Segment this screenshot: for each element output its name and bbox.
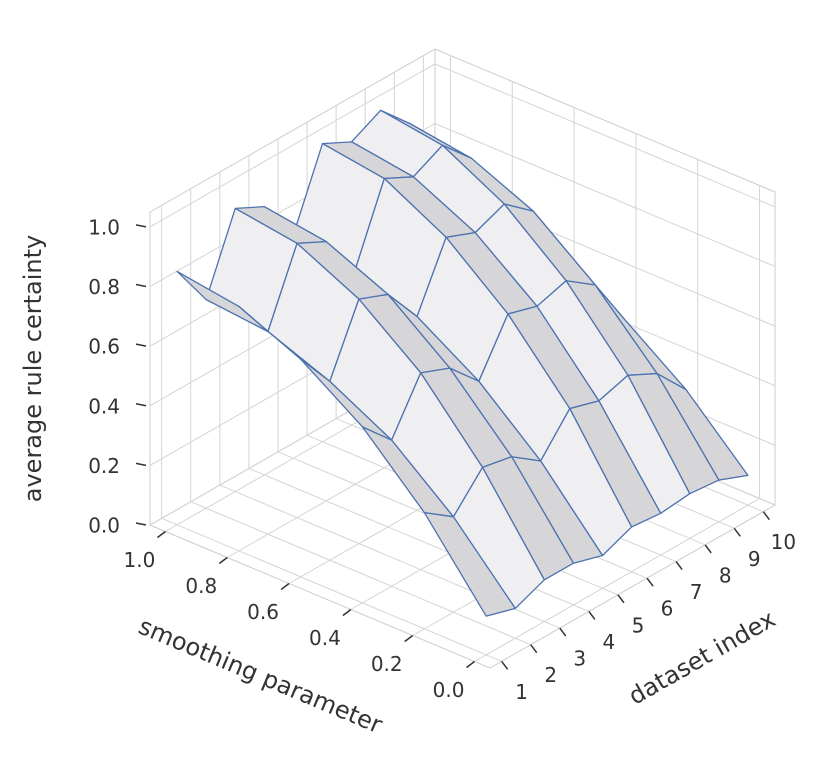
y-tick-label: 1.0 (124, 548, 156, 572)
x-tick-label: 1 (515, 680, 528, 704)
z-tick-label: 0.2 (88, 454, 120, 478)
grid-line (474, 498, 760, 662)
x-tick-label: 7 (690, 580, 703, 604)
y-tick (466, 660, 475, 669)
x-tick (501, 660, 509, 670)
y-tick-label: 0.4 (309, 626, 341, 650)
z-tick-label: 1.0 (88, 215, 120, 239)
x-tick-label: 5 (632, 613, 645, 637)
y-tick-label: 0.6 (247, 600, 279, 624)
grid-line (161, 517, 502, 662)
y-tick-label: 0.8 (185, 574, 217, 598)
y-tick (157, 530, 166, 539)
x-tick (762, 511, 770, 521)
x-tick (530, 644, 538, 654)
z-tick-label: 0.0 (88, 514, 120, 538)
z-tick (135, 462, 147, 467)
grid-line (434, 123, 776, 267)
z-tick-label: 0.4 (88, 394, 120, 418)
y-tick (342, 608, 352, 617)
x-tick-label: 4 (603, 630, 616, 654)
y-axis-label: smoothing parameter (135, 612, 387, 739)
z-tick-label: 0.8 (88, 275, 120, 299)
grid-line (190, 501, 531, 646)
y-tick (218, 556, 228, 565)
y-tick-label: 0.2 (371, 652, 403, 676)
z-tick (135, 283, 147, 288)
surface-patch (423, 511, 516, 617)
x-tick-label: 9 (748, 547, 761, 571)
x-tick-label: 8 (719, 563, 732, 587)
x-tick (617, 594, 625, 604)
z-tick (135, 224, 147, 228)
x-tick (559, 627, 567, 637)
z-tick-label: 0.6 (88, 335, 120, 359)
x-tick (646, 577, 654, 587)
x-tick-label: 10 (771, 530, 796, 554)
z-tick (135, 522, 147, 526)
z-tick (135, 403, 147, 407)
y-tick (404, 634, 414, 643)
x-tick (704, 544, 712, 554)
x-tick (588, 610, 596, 620)
grid-line (149, 63, 436, 228)
y-tick (280, 582, 290, 591)
x-tick-label: 6 (661, 597, 674, 621)
surface (176, 109, 749, 617)
x-tick-label: 2 (544, 663, 557, 687)
x-tick (733, 527, 741, 537)
grid-line (434, 63, 776, 208)
z-tick (135, 343, 147, 347)
x-axis-label: dataset index (624, 605, 780, 711)
z-axis-label: average rule certainty (19, 235, 47, 502)
x-tick-label: 3 (573, 647, 586, 671)
x-tick (675, 561, 683, 571)
y-tick-label: 0.0 (433, 678, 465, 702)
